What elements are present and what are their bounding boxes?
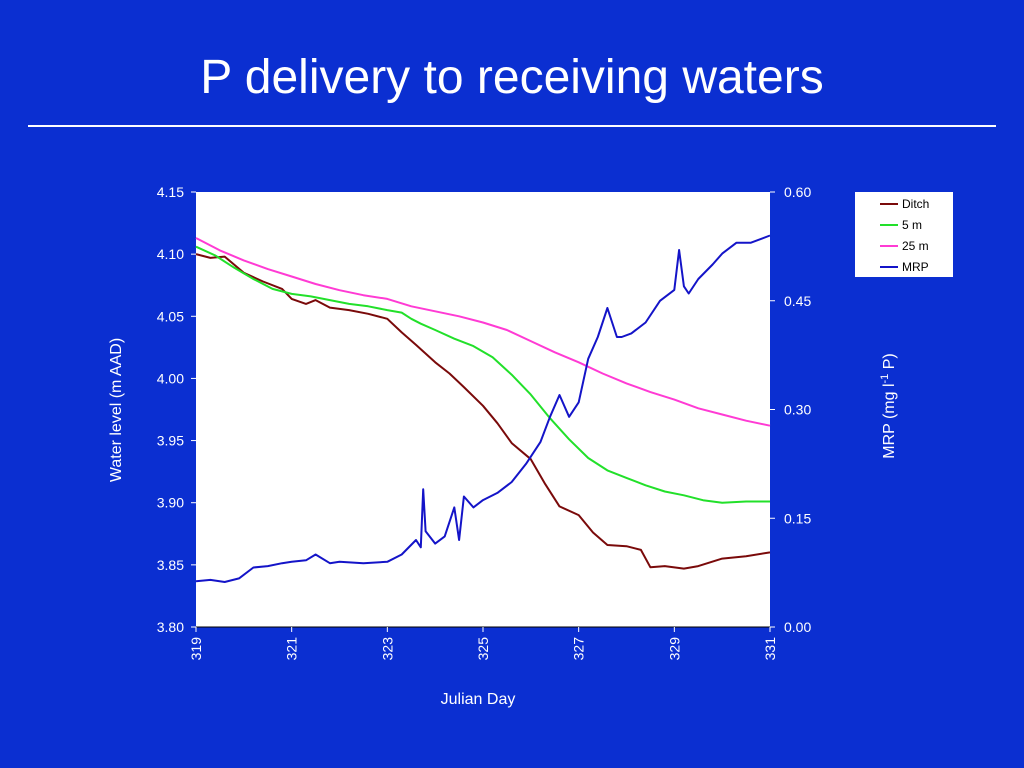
y-right-tick-label: 0.45 (784, 293, 811, 309)
legend-label-ditch: Ditch (902, 197, 929, 211)
y-left-tick-label: 3.90 (157, 495, 184, 511)
legend-label-mrp: MRP (902, 260, 929, 274)
y-right-axis-label: MRP (mg l-1 P) (879, 353, 898, 459)
y-left-tick-label: 4.15 (157, 184, 184, 200)
y-left-axis-label: Water level (m AAD) (108, 338, 125, 482)
y-right-tick-label: 0.60 (784, 184, 811, 200)
y-left-tick-label: 4.05 (157, 308, 184, 324)
y-right-tick-label: 0.00 (784, 619, 811, 635)
x-tick-label: 327 (571, 637, 587, 661)
y-right-tick-label: 0.15 (784, 510, 811, 526)
legend-box (855, 192, 953, 277)
y-right-axis-label-superscript: -1 (879, 374, 891, 384)
slide-title: P delivery to receiving waters (200, 51, 824, 104)
legend-label-25m: 25 m (902, 239, 929, 253)
y-left-tick-label: 3.95 (157, 433, 184, 449)
y-left-tick-label: 3.85 (157, 557, 184, 573)
x-tick-label: 331 (762, 637, 778, 661)
title-divider (28, 125, 996, 127)
y-right-axis-label-tail: P) (881, 353, 898, 373)
y-left-tick-label: 4.00 (157, 370, 184, 386)
series-lines (195, 234, 771, 583)
y-left-tick-label: 4.10 (157, 246, 184, 262)
y-right-axis-label-main: MRP (mg l (881, 383, 898, 458)
x-tick-label: 325 (475, 637, 491, 661)
x-tick-label: 329 (666, 637, 682, 661)
plot-area (196, 192, 770, 627)
legend: Ditch 5 m 25 m MRP (855, 192, 953, 277)
x-tick-label: 319 (188, 637, 204, 661)
legend-label-5m: 5 m (902, 218, 922, 232)
series-line-ditch (195, 253, 771, 570)
y-right-tick-label: 0.30 (784, 402, 811, 418)
series-line-25m (195, 237, 771, 427)
x-tick-label: 321 (284, 637, 300, 661)
x-tick-label: 323 (379, 637, 395, 661)
axes: 319 321 323 325 327 329 331 3.80 3.85 3.90 3.95 4.0… (157, 184, 812, 660)
series-line-mrp (195, 234, 771, 583)
y-left-tick-label: 3.80 (157, 619, 184, 635)
series-line-5m (195, 245, 770, 504)
x-axis-label: Julian Day (441, 691, 516, 708)
